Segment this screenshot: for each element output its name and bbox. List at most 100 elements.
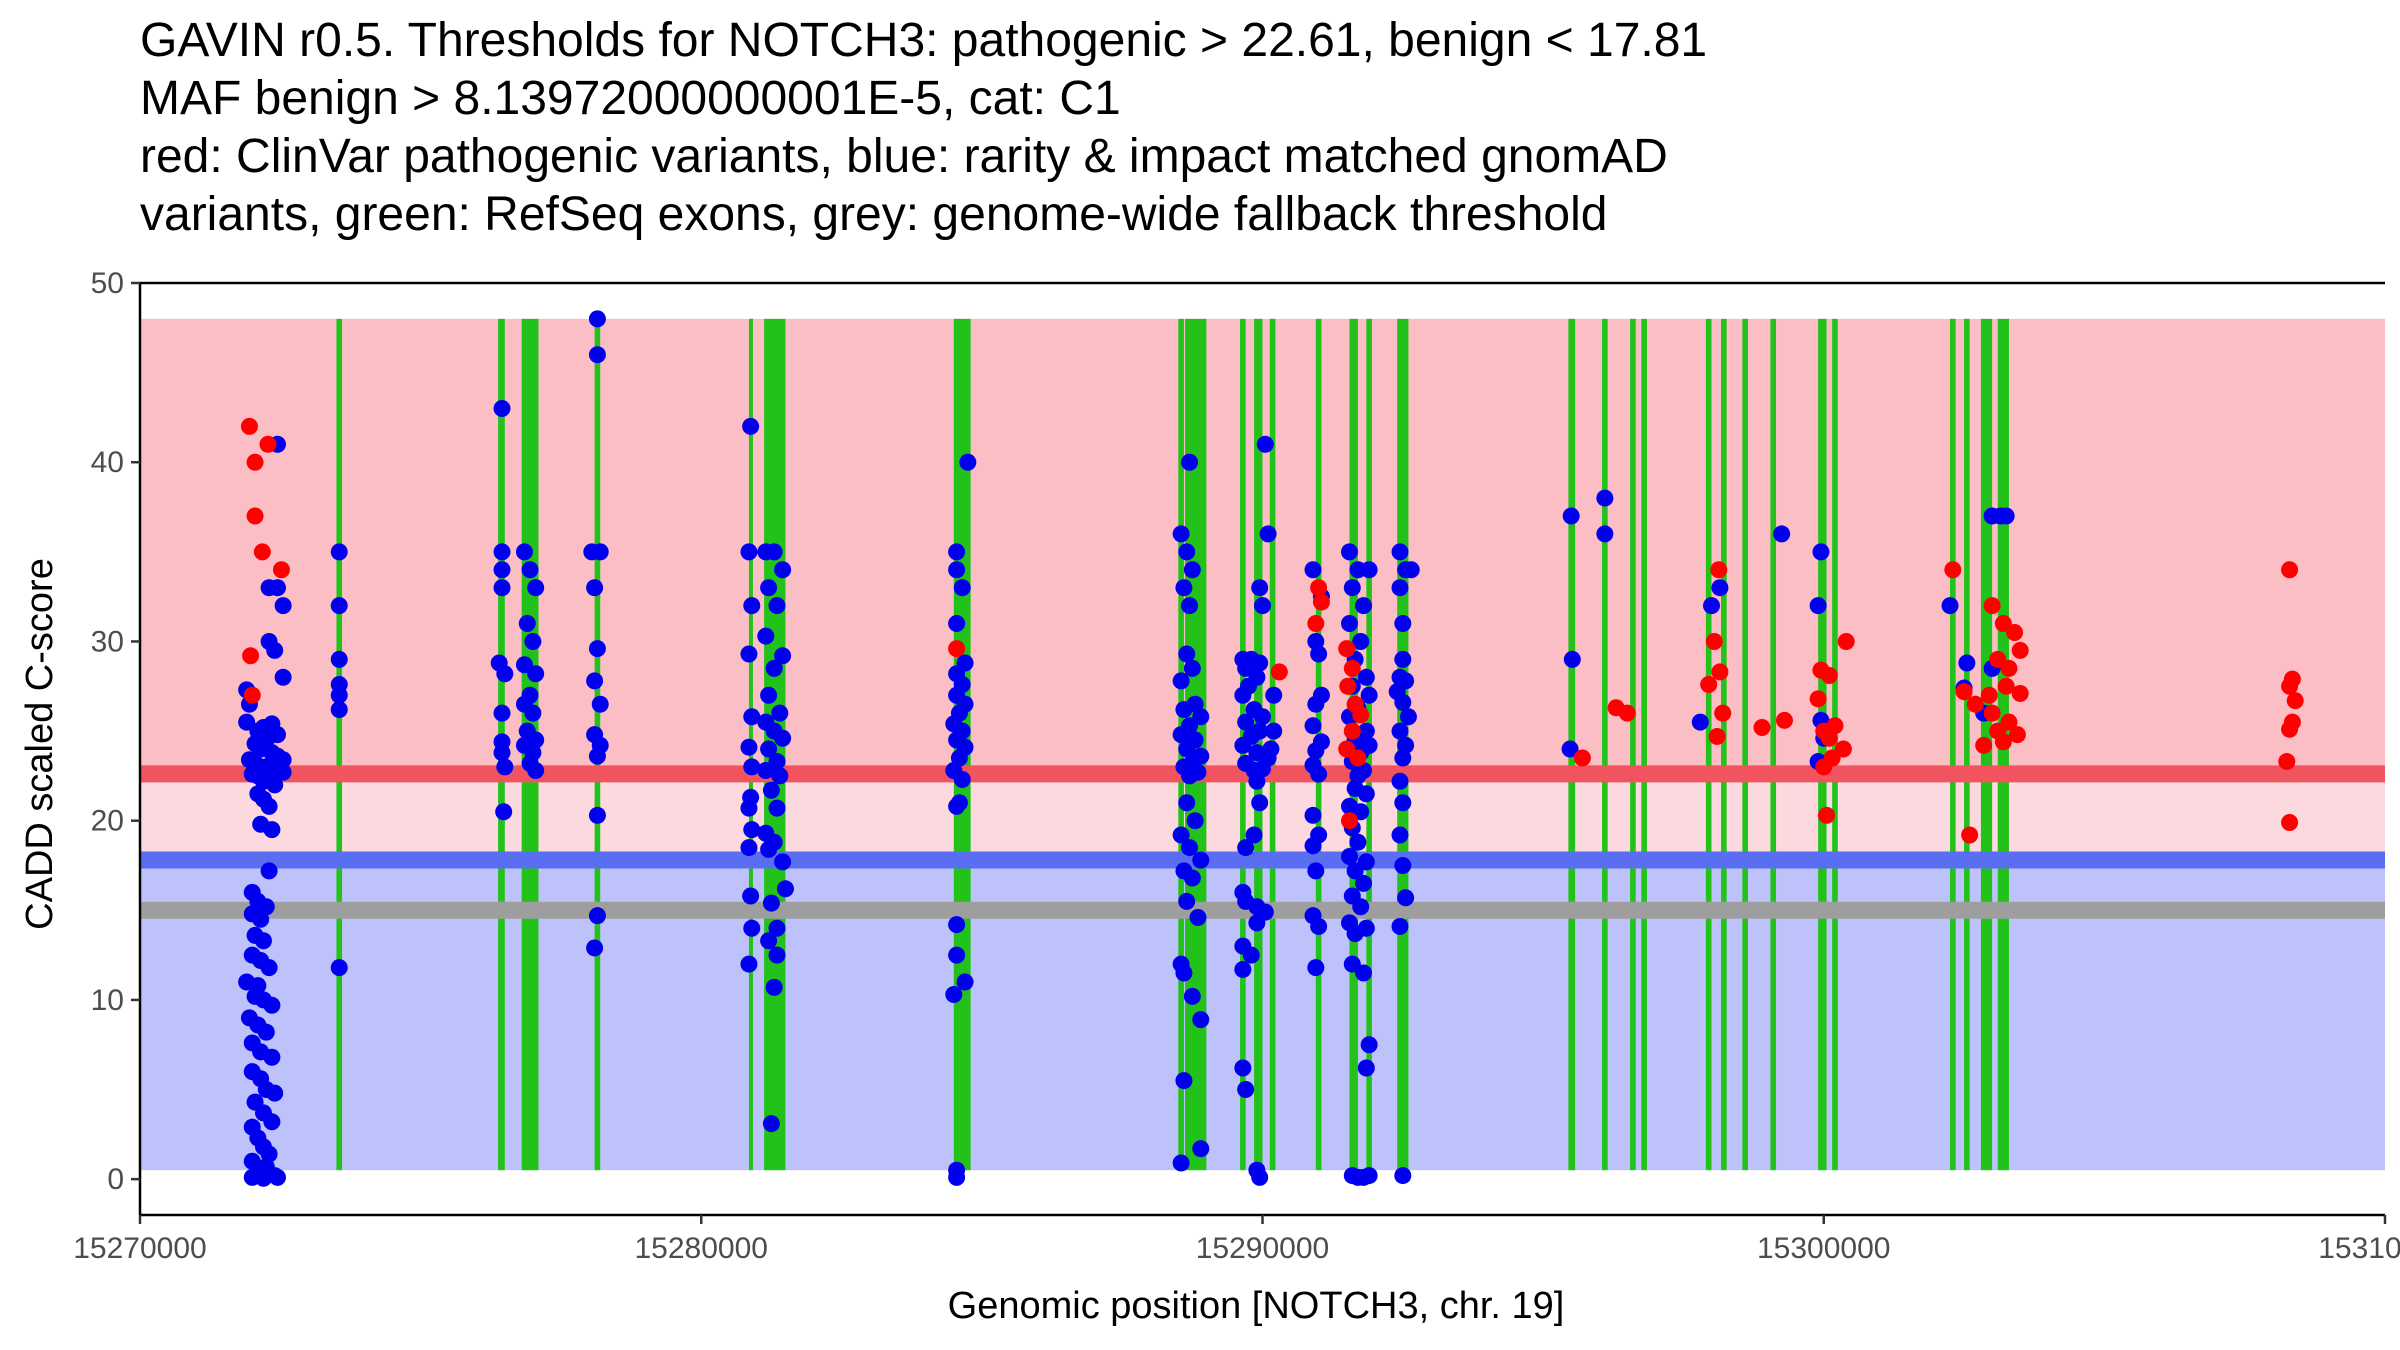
clinvar-point (246, 507, 264, 525)
gnomad-point (760, 686, 778, 704)
gnomad-point (1254, 708, 1271, 726)
gnomad-point (948, 1168, 966, 1186)
clinvar-point (1980, 686, 1998, 704)
gnomad-point (493, 579, 511, 597)
gnomad-point (743, 821, 761, 839)
gnomad-point (1183, 869, 1201, 887)
gnomad-point (776, 880, 794, 898)
clinvar-point (1994, 733, 2012, 751)
title-line-4: variants, green: RefSeq exons, grey: gen… (140, 188, 1608, 241)
gnomad-point (740, 955, 758, 973)
gnomad-point (588, 346, 606, 364)
clinvar-point (2000, 659, 2018, 677)
gnomad-point (1183, 561, 1201, 579)
y-tick-label: 30 (91, 625, 124, 658)
clinvar-point (1618, 704, 1636, 722)
gnomad-point (1346, 925, 1364, 943)
clinvar-point (1983, 597, 2001, 615)
x-tick-label: 15270000 (73, 1232, 206, 1265)
clinvar-point (2281, 677, 2299, 695)
gnomad-point (945, 986, 963, 1004)
clinvar-point (1312, 593, 1330, 611)
gnomad-point (1251, 1168, 1269, 1186)
gnomad-point (1175, 964, 1193, 982)
gnomad-point (263, 1113, 281, 1131)
gnomad-point (1596, 525, 1614, 543)
exon-bar (1705, 318, 1712, 1171)
gnomad-point (757, 627, 775, 645)
gnomad-point (948, 946, 966, 964)
clinvar-point (2011, 641, 2029, 659)
clinvar-point (2278, 753, 2296, 771)
gnomad-point (760, 579, 778, 597)
gnomad-point (1304, 561, 1322, 579)
gnomad-point (771, 704, 789, 722)
gnomad-point (1773, 525, 1791, 543)
gnomad-point (1352, 898, 1370, 916)
gnomad-point (266, 641, 284, 659)
gnomad-point (591, 543, 609, 561)
clinvar-point (1983, 704, 2001, 722)
clinvar-point (1339, 677, 1357, 695)
gnomad-point (527, 762, 545, 780)
gnomad-point (1178, 645, 1196, 663)
gnomad-point (269, 579, 287, 597)
clinvar-points (240, 417, 2304, 844)
gnomad-point (1360, 1167, 1378, 1185)
gnomad-point (760, 740, 778, 758)
gnomad-point (1175, 1072, 1193, 1090)
gnomad-point (263, 996, 281, 1014)
gnomad-point (588, 747, 606, 765)
gnomad-point (1391, 579, 1409, 597)
clinvar-point (2006, 624, 2024, 641)
gnomad-point (1234, 736, 1252, 754)
gnomad-point (1304, 806, 1322, 824)
gnomad-point (1596, 489, 1614, 507)
gnomad-point (1234, 1059, 1252, 1077)
exon-bar (1964, 318, 1970, 1171)
gnomad-point (1355, 874, 1373, 892)
gnomad-point (1245, 826, 1263, 844)
gnomad-point (774, 561, 792, 579)
title-line-2: MAF benign > 8.13972000000001E-5, cat: C… (140, 72, 1121, 125)
gnomad-point (740, 839, 758, 857)
gnomad-point (1175, 579, 1193, 597)
clinvar-point (1340, 812, 1358, 830)
gnomad-point (765, 978, 783, 996)
gnomad-point (252, 910, 270, 928)
gnomad-point (588, 640, 606, 658)
gnomad-point (1357, 668, 1375, 686)
gnomad-point (1192, 851, 1210, 869)
gnomad-point (1958, 654, 1976, 672)
gnomad-point (948, 543, 966, 561)
gnomad-point (1691, 713, 1709, 731)
gnomad-point (768, 597, 786, 615)
gnomad-point (953, 579, 971, 597)
gnomad-point (743, 919, 761, 937)
clinvar-point (1955, 683, 1973, 701)
x-axis-title: Genomic position [NOTCH3, chr. 19] (948, 1285, 1565, 1327)
gnomad-point (266, 1084, 284, 1102)
gnomad-point (266, 776, 284, 794)
gnomad-point (1340, 848, 1358, 866)
clinvar-point (2281, 813, 2299, 831)
clinvar-point (1775, 711, 1793, 729)
gnomad-point (1254, 760, 1271, 778)
clinvar-point (1975, 736, 1993, 754)
clinvar-point (2281, 561, 2299, 579)
clinvar-point (240, 417, 258, 435)
x-tick-label: 15280000 (635, 1232, 768, 1265)
exon-bar (336, 318, 343, 1171)
gnomad-point (742, 887, 760, 905)
gnomad-point (1251, 579, 1269, 597)
gnomad-point (1310, 917, 1328, 935)
exon-bar (1770, 318, 1777, 1171)
y-tick-label: 40 (91, 446, 124, 479)
clinvar-point (1708, 727, 1726, 745)
gnomad-point (1237, 839, 1255, 857)
gnomad-point (330, 597, 348, 615)
gnomad-point (1399, 708, 1417, 726)
x-tick-label: 15310000 (2318, 1232, 2400, 1265)
gnomad-point (1178, 740, 1196, 758)
gnomad-point (1391, 826, 1409, 844)
